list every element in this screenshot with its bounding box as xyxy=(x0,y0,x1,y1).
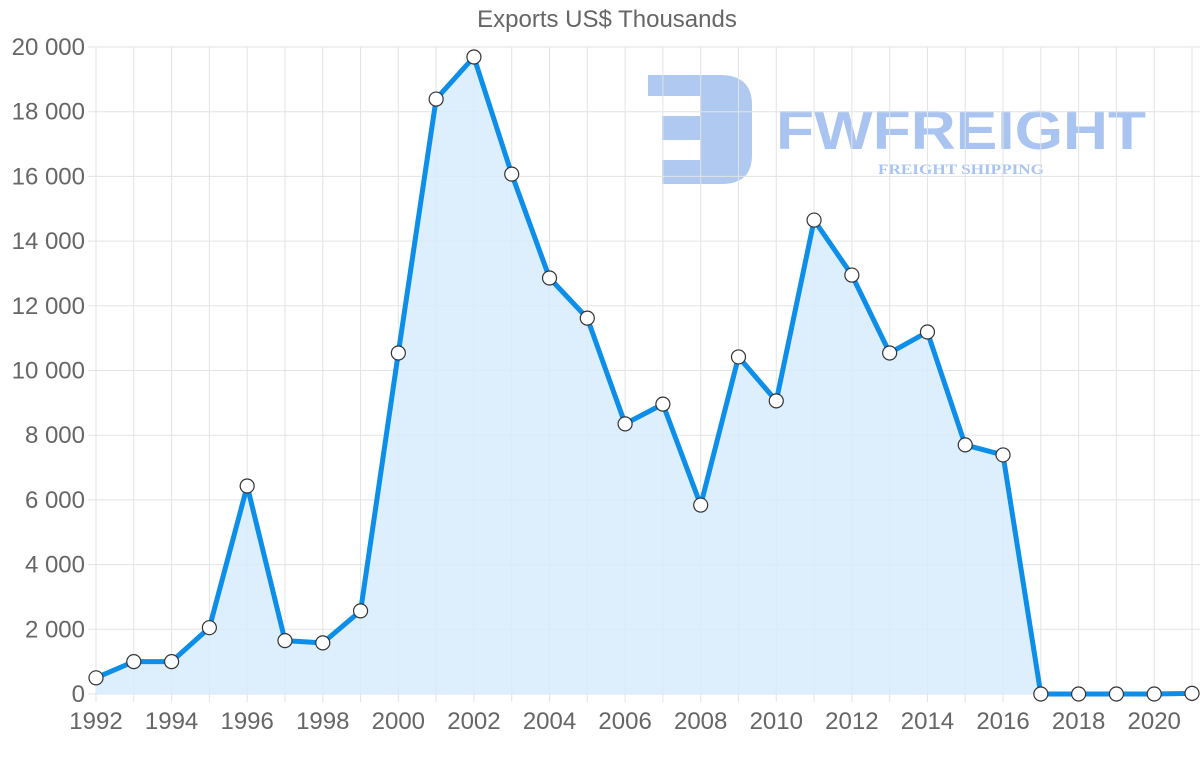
data-point[interactable] xyxy=(163,654,180,670)
data-point[interactable] xyxy=(579,310,595,326)
x-axis: 1992 1994 1996 1998 2000 2002 2004 2006 2008 2010… xyxy=(69,708,1181,735)
y-tick-label: 20 000 xyxy=(12,34,85,61)
data-point[interactable] xyxy=(277,633,293,649)
data-point[interactable] xyxy=(768,393,784,409)
x-tick-label: 2018 xyxy=(1052,708,1105,735)
x-tick-label: 2004 xyxy=(523,708,576,735)
series-line xyxy=(95,54,1193,697)
y-tick-label: 12 000 xyxy=(12,293,85,320)
logo-mark-icon xyxy=(648,75,752,184)
data-point[interactable] xyxy=(352,603,369,619)
y-tick-label: 0 xyxy=(72,681,85,708)
y-tick-label: 2 000 xyxy=(25,616,85,643)
y-tick-label: 10 000 xyxy=(12,358,85,385)
x-tick-label: 2006 xyxy=(598,708,651,735)
x-tick-label: 1996 xyxy=(220,708,273,735)
area-fill xyxy=(96,57,1192,694)
x-tick-label: 1998 xyxy=(296,708,349,735)
y-tick-label: 16 000 xyxy=(12,163,85,190)
x-tick-label: 2014 xyxy=(901,708,954,735)
data-point[interactable] xyxy=(730,349,747,365)
data-point[interactable] xyxy=(315,635,331,651)
data-point[interactable] xyxy=(1071,686,1087,702)
data-point[interactable] xyxy=(882,345,898,361)
y-tick-label: 18 000 xyxy=(12,99,85,126)
fwfreight-watermark-logo: FWFREIGHT FREIGHT SHIPPING xyxy=(648,75,1146,184)
y-tick-label: 6 000 xyxy=(25,487,85,514)
x-tick-label: 2020 xyxy=(1128,708,1181,735)
x-tick-label: 2002 xyxy=(447,708,500,735)
data-point[interactable] xyxy=(504,166,520,182)
data-points xyxy=(88,49,1200,702)
y-tick-label: 8 000 xyxy=(25,422,85,449)
data-point[interactable] xyxy=(1033,686,1049,702)
data-point[interactable] xyxy=(88,670,104,686)
chart-title: Exports US$ Thousands xyxy=(477,6,737,33)
x-tick-label: 2012 xyxy=(825,708,878,735)
y-tick-label: 4 000 xyxy=(25,552,85,579)
y-tick-label: 14 000 xyxy=(12,228,85,255)
data-point[interactable] xyxy=(957,437,973,453)
x-tick-label: 1994 xyxy=(145,708,198,735)
data-point[interactable] xyxy=(655,396,671,412)
data-point[interactable] xyxy=(126,654,142,670)
data-point[interactable] xyxy=(1108,686,1125,702)
x-tick-label: 2016 xyxy=(976,708,1029,735)
x-tick-label: 2008 xyxy=(674,708,727,735)
x-tick-label: 2000 xyxy=(372,708,425,735)
data-point[interactable] xyxy=(239,478,255,494)
watermark-tagline: FREIGHT SHIPPING xyxy=(878,162,1044,178)
data-point[interactable] xyxy=(693,497,709,513)
data-point[interactable] xyxy=(995,447,1011,463)
data-point[interactable] xyxy=(541,270,558,286)
data-point[interactable] xyxy=(466,49,482,65)
y-axis: 0 2 000 4 000 6 000 8 000 10 000 12 000 14 000 1… xyxy=(12,34,85,708)
data-point[interactable] xyxy=(390,345,406,361)
data-point[interactable] xyxy=(428,91,444,107)
x-tick-label: 1992 xyxy=(69,708,122,735)
data-point[interactable] xyxy=(617,416,633,432)
watermark-brand: FWFREIGHT xyxy=(776,99,1146,161)
x-tick-label: 2010 xyxy=(750,708,803,735)
data-point[interactable] xyxy=(201,620,217,636)
data-point[interactable] xyxy=(806,212,822,228)
data-point[interactable] xyxy=(919,324,936,340)
data-point[interactable] xyxy=(844,267,860,283)
data-point[interactable] xyxy=(1184,685,1200,701)
data-point[interactable] xyxy=(1146,686,1162,702)
